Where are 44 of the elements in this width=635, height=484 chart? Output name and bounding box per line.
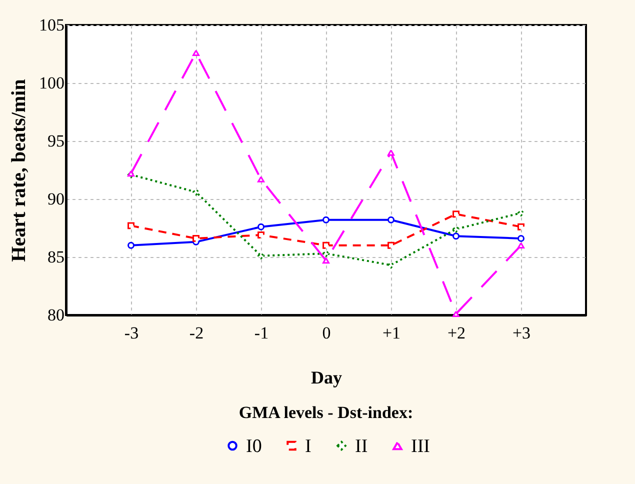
- point: [322, 250, 330, 258]
- y-tick-label: 90: [48, 190, 64, 208]
- point: [258, 176, 264, 182]
- point: [452, 210, 460, 218]
- legend-label: I0: [246, 436, 262, 457]
- x-tick-label: 0: [322, 324, 331, 342]
- x-tick-label: +2: [447, 324, 466, 342]
- point: [388, 216, 394, 224]
- y-tick-label: 100: [39, 74, 64, 92]
- point: [322, 242, 330, 249]
- y-tick-label: 85: [48, 248, 64, 266]
- x-tick-label: -3: [124, 324, 139, 342]
- point: [388, 242, 394, 249]
- x-tick-label: +1: [382, 324, 401, 342]
- point: [518, 242, 524, 249]
- point: [192, 188, 200, 196]
- legend-label: III: [411, 436, 430, 457]
- point: [518, 223, 524, 230]
- point: [452, 310, 460, 317]
- point: [192, 234, 200, 242]
- point: [388, 262, 394, 269]
- y-tick-label: 105: [39, 16, 64, 34]
- x-axis-title: Day: [311, 368, 342, 388]
- point: [128, 222, 134, 230]
- x-tick-label: -2: [189, 324, 204, 342]
- point: [258, 223, 264, 230]
- point: [258, 231, 264, 238]
- point: [128, 242, 134, 249]
- point: [452, 226, 460, 233]
- y-tick-label: 95: [48, 132, 64, 150]
- legend-title: GMA levels - Dst-index:: [238, 403, 414, 422]
- y-axis-title: Heart rate, beats/min: [8, 79, 30, 262]
- point: [322, 216, 330, 224]
- x-tick-label: +3: [512, 324, 531, 342]
- point: [192, 50, 200, 56]
- legend-label: II: [355, 436, 368, 457]
- y-tick-label: 80: [48, 306, 64, 324]
- point: [518, 234, 524, 242]
- legend-label: I: [305, 436, 312, 457]
- x-tick-label: -1: [254, 324, 269, 342]
- point: [388, 149, 394, 156]
- point: [452, 232, 460, 240]
- point: [322, 257, 330, 264]
- point: [258, 252, 264, 260]
